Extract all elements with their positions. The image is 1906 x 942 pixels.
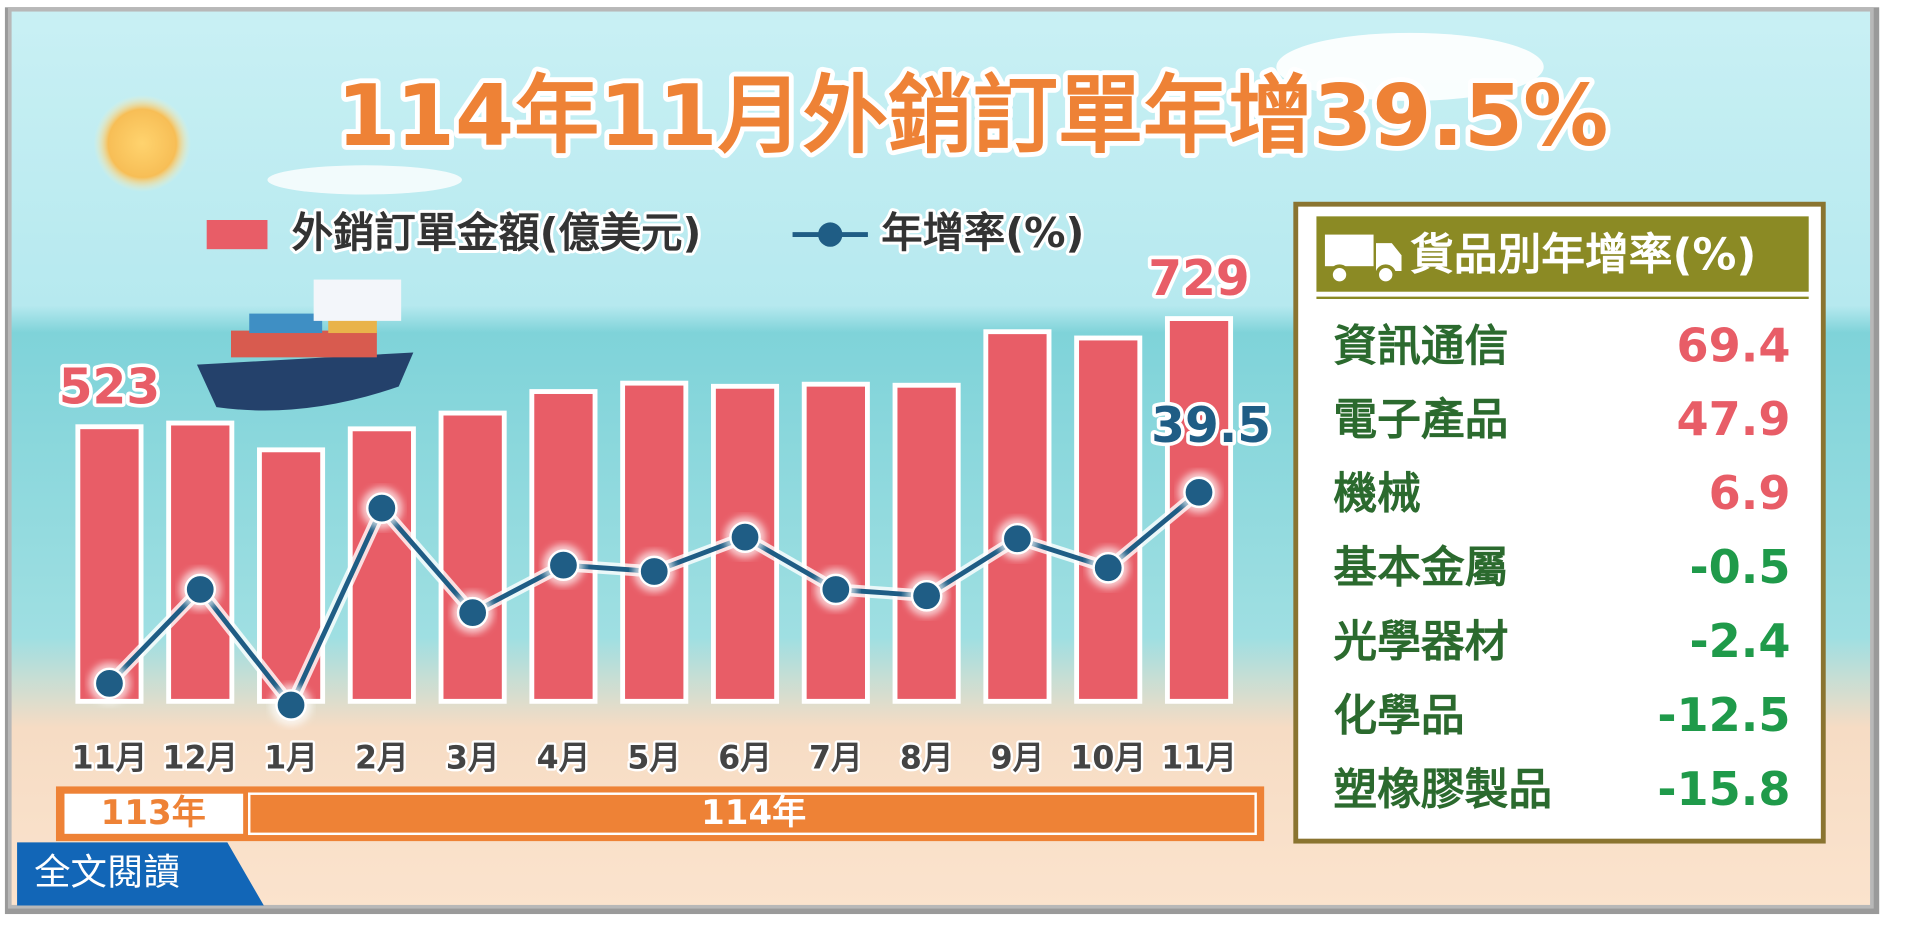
row-name: 基本金屬 bbox=[1333, 543, 1508, 594]
value-label: 729 bbox=[1148, 251, 1249, 307]
cloud bbox=[267, 165, 462, 195]
row-value: -2.4 bbox=[1689, 614, 1790, 668]
row-name: 塑橡膠製品 bbox=[1333, 764, 1552, 815]
row-value: 69.4 bbox=[1677, 318, 1791, 372]
point bbox=[910, 579, 943, 612]
year-strip bbox=[55, 786, 1265, 842]
row-name: 資訊通信 bbox=[1333, 321, 1508, 372]
point bbox=[275, 689, 307, 721]
row-value: -12.5 bbox=[1657, 688, 1790, 742]
point bbox=[729, 521, 761, 553]
x-tick-label: 10月 bbox=[1070, 741, 1146, 777]
x-tick-label: 6月 bbox=[718, 741, 772, 777]
cloud bbox=[1276, 32, 1544, 101]
point bbox=[93, 667, 126, 700]
side-title: 貨品別年增率(%) bbox=[1410, 230, 1756, 281]
point bbox=[366, 492, 398, 524]
legend-swatch bbox=[206, 220, 268, 250]
year-label: 114年 bbox=[701, 793, 806, 833]
chart-title: 114年11月外銷訂單年增39.5% bbox=[337, 67, 1609, 166]
row-name: 機械 bbox=[1333, 469, 1421, 520]
bar bbox=[529, 389, 598, 704]
point bbox=[820, 573, 852, 606]
row-name: 化學品 bbox=[1333, 690, 1464, 741]
x-tick-label: 3月 bbox=[446, 741, 500, 777]
x-tick-label: 11月 bbox=[72, 741, 148, 777]
bar bbox=[166, 420, 235, 704]
bar bbox=[892, 382, 961, 704]
x-tick-label: 9月 bbox=[991, 741, 1045, 777]
value-label: 523 bbox=[59, 359, 160, 415]
row-value: 47.9 bbox=[1677, 392, 1791, 446]
row-value: -0.5 bbox=[1689, 540, 1790, 594]
point bbox=[547, 549, 580, 581]
year-box bbox=[248, 792, 1257, 836]
labels: 523 729 39.5 bbox=[55, 247, 1275, 457]
point bbox=[1183, 476, 1215, 509]
ship bbox=[196, 279, 414, 411]
bar bbox=[438, 410, 507, 704]
point bbox=[638, 555, 671, 588]
button-label[interactable]: 全文閱讀 bbox=[34, 850, 180, 893]
x-tick-label: 12月 bbox=[162, 741, 238, 777]
bar bbox=[983, 329, 1052, 704]
legend-label: 外銷訂單金額(億美元) bbox=[292, 209, 702, 257]
value-label: 39.5 bbox=[1151, 398, 1271, 454]
row-value: -15.8 bbox=[1657, 762, 1790, 816]
x-tick-label: 1月 bbox=[264, 741, 318, 777]
read-more-button[interactable]: 全文閱讀 bbox=[17, 842, 264, 906]
point bbox=[1092, 551, 1125, 584]
side-panel bbox=[1293, 201, 1826, 844]
lines bbox=[88, 471, 1220, 726]
point bbox=[456, 596, 489, 629]
bar bbox=[620, 380, 689, 704]
x-tick-label: 5月 bbox=[627, 741, 681, 777]
row-name: 電子產品 bbox=[1333, 395, 1508, 446]
side-rows: 資訊通信 69.4 電子產品 47.9 機械 6.9 基本金屬 -0.5 光學器材 -2.4 化學品… bbox=[1333, 318, 1790, 815]
row-value: 6.9 bbox=[1709, 466, 1791, 520]
x-tick-label: 11月 bbox=[1161, 741, 1237, 777]
year-box bbox=[64, 793, 244, 834]
legend-label: 年增率(%) bbox=[881, 209, 1084, 257]
point bbox=[1001, 522, 1034, 555]
truck-icon bbox=[1324, 234, 1402, 286]
point bbox=[184, 573, 217, 606]
year-label: 113年 bbox=[101, 793, 206, 833]
x-tick-label: 2月 bbox=[355, 741, 409, 777]
x-tick-label: 8月 bbox=[900, 741, 954, 777]
x-tick-label: 7月 bbox=[809, 741, 863, 777]
legend-swatch bbox=[818, 222, 843, 247]
button-bg[interactable] bbox=[17, 842, 264, 906]
x-tick-label: 4月 bbox=[537, 741, 591, 777]
bar bbox=[801, 381, 870, 704]
bar bbox=[1074, 335, 1143, 704]
sun bbox=[93, 94, 191, 193]
row-name: 光學器材 bbox=[1333, 616, 1508, 667]
